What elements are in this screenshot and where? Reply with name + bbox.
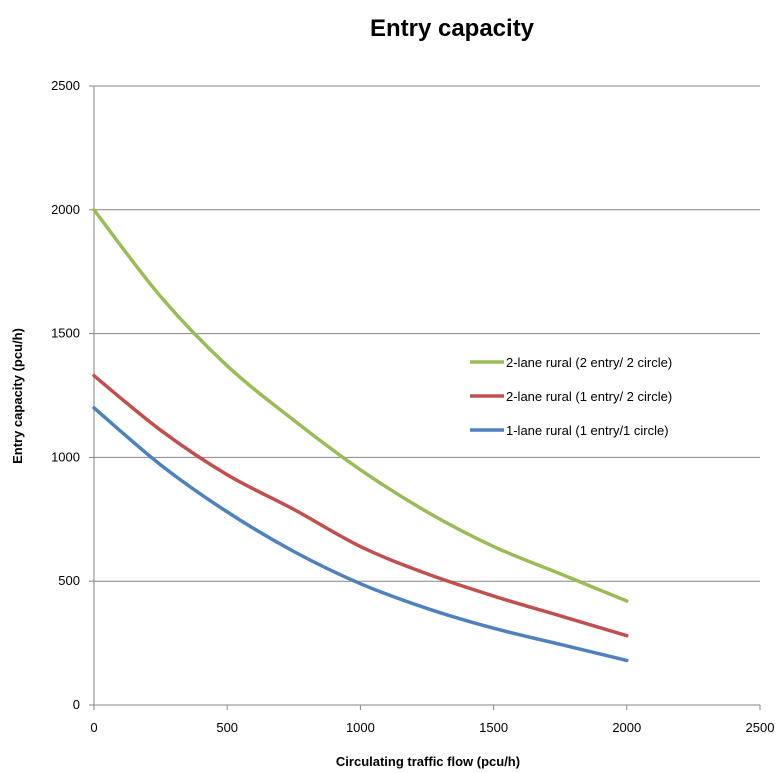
x-tick-labels: 0 500 1000 1500 2000 2500 — [90, 720, 774, 735]
series-line-2 — [92, 373, 629, 638]
legend: 2-lane rural (2 entry/ 2 circle) 2-lane r… — [470, 355, 672, 438]
y-tick-labels: 0 500 1000 1500 2000 2500 — [51, 78, 80, 712]
x-tick-label: 0 — [90, 720, 97, 735]
y-tick-label: 500 — [58, 573, 80, 588]
x-axis-title: Circulating traffic flow (pcu/h) — [336, 754, 520, 769]
legend-label: 1-lane rural (1 entry/1 circle) — [506, 423, 669, 438]
y-tick-label: 2000 — [51, 202, 80, 217]
legend-label: 2-lane rural (2 entry/ 2 circle) — [506, 355, 672, 370]
x-tick-label: 500 — [216, 720, 238, 735]
axes — [89, 85, 761, 710]
x-tick-label: 1000 — [346, 720, 375, 735]
series-line-3 — [92, 406, 629, 663]
x-tick-label: 1500 — [479, 720, 508, 735]
y-axis-title: Entry capacity (pcu/h) — [10, 328, 25, 464]
x-tick-label: 2500 — [746, 720, 775, 735]
series-lines — [92, 208, 629, 663]
legend-label: 2-lane rural (1 entry/ 2 circle) — [506, 389, 672, 404]
series-line-1 — [92, 208, 629, 603]
x-tick-label: 2000 — [612, 720, 641, 735]
chart-title: Entry capacity — [370, 15, 535, 42]
gridlines — [94, 85, 760, 582]
y-tick-label: 2500 — [51, 78, 80, 93]
y-tick-label: 1500 — [51, 326, 80, 341]
y-tick-label: 1000 — [51, 449, 80, 464]
y-tick-label: 0 — [73, 697, 80, 712]
